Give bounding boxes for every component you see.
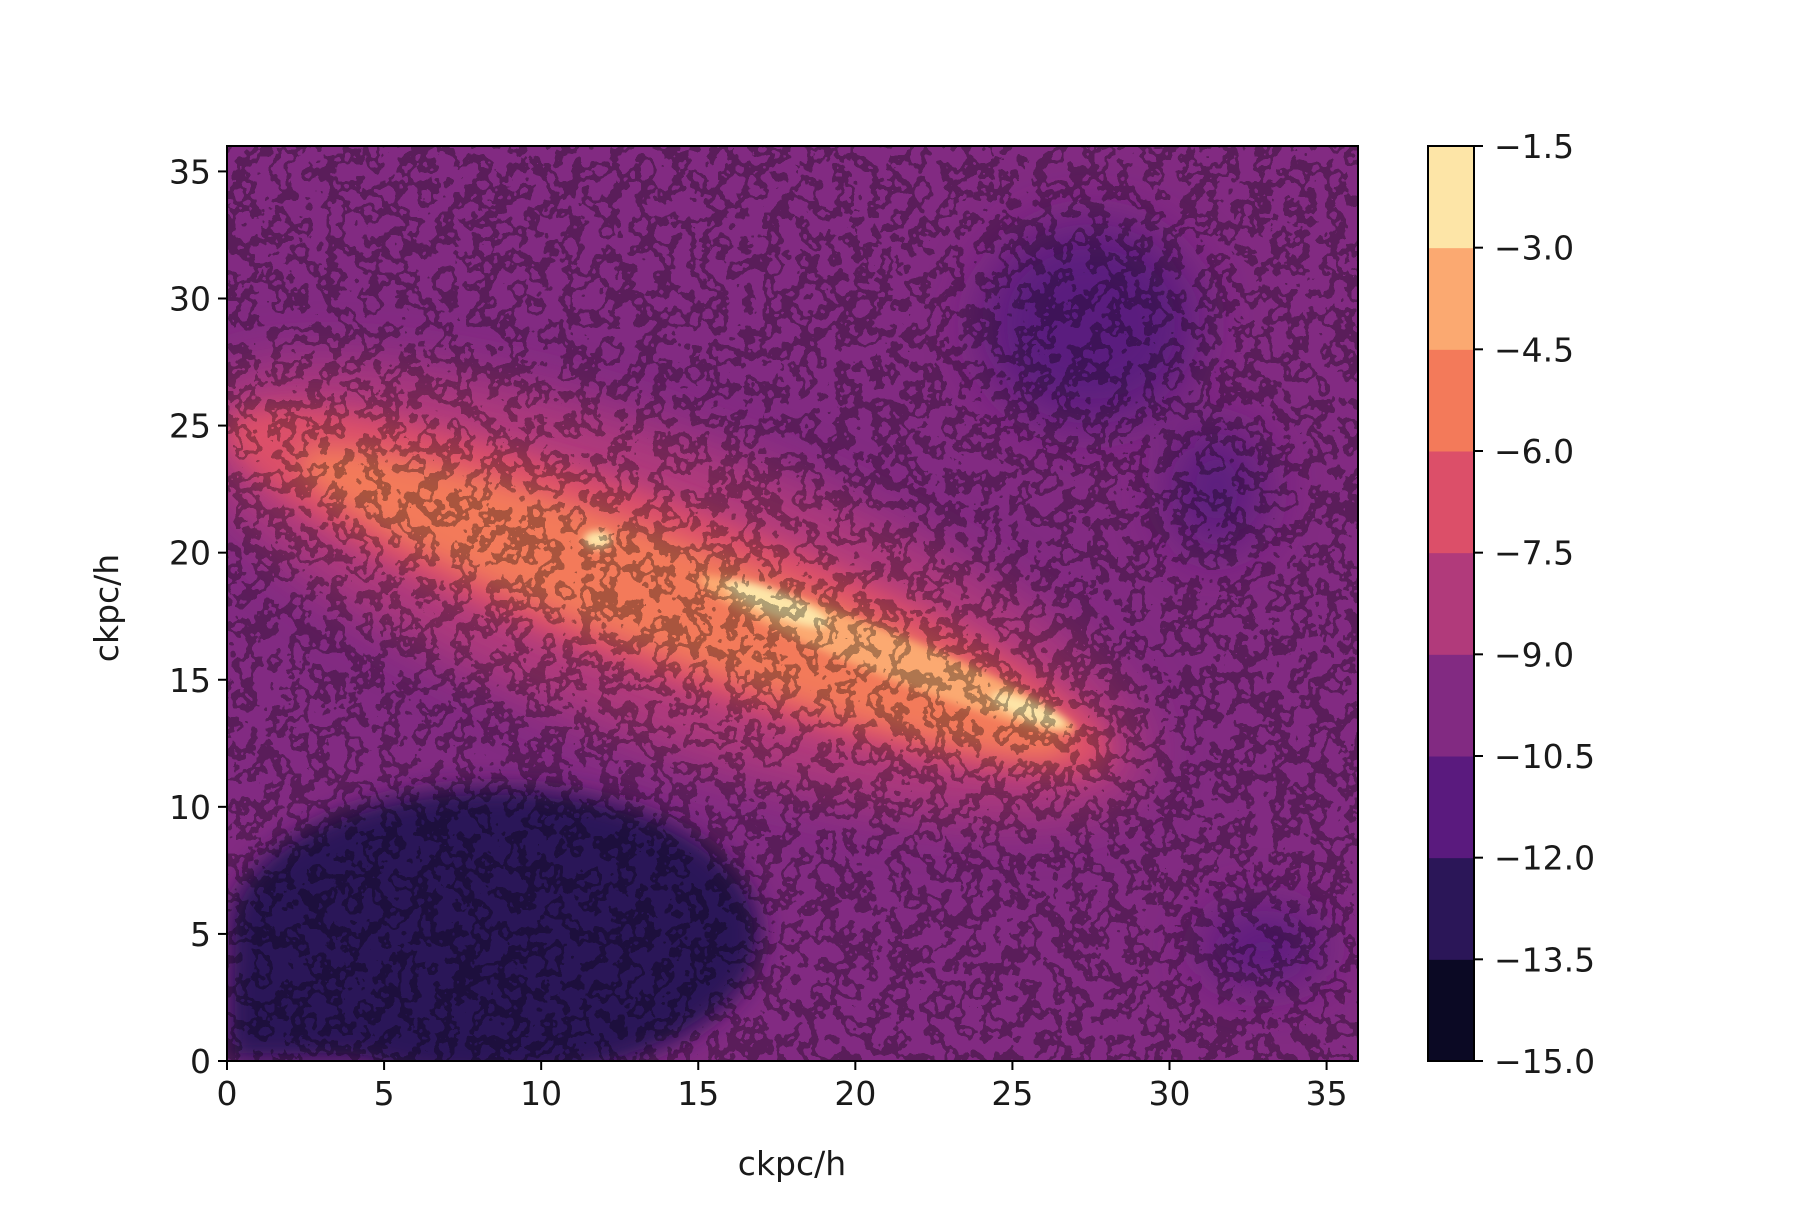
y-axis-label: ckpc/h — [87, 554, 126, 662]
colorbar: −15.0 −13.5 −12.0 −10.5 −9.0 −7.5 −6.0 −4.5 −3.0… — [1427, 127, 1595, 1081]
x-tick-label: 35 — [1306, 1074, 1348, 1113]
x-tick-label: 15 — [677, 1074, 719, 1113]
x-tick-label: 5 — [374, 1074, 395, 1113]
colorbar-segment — [1428, 959, 1474, 1062]
colorbar-tick-label: −6.0 — [1494, 432, 1574, 471]
x-tick-label: 0 — [217, 1074, 238, 1113]
field-texture — [227, 146, 1358, 1061]
y-tick-label: 5 — [190, 915, 211, 954]
y-tick-label: 15 — [169, 661, 211, 700]
colorbar-segment — [1428, 247, 1474, 350]
colorbar-tick-label: −1.5 — [1494, 127, 1574, 166]
colorbar-frame — [1427, 145, 1475, 1062]
colorbar-tick-label: −12.0 — [1494, 839, 1595, 878]
colorbar-tick-label: −4.5 — [1494, 330, 1574, 369]
colorbar-tick-label: −15.0 — [1494, 1042, 1595, 1081]
x-axis: 0 5 10 15 20 25 30 35 — [217, 1061, 1348, 1113]
y-tick-label: 30 — [169, 280, 211, 319]
colorbar-tick-label: −13.5 — [1494, 940, 1595, 979]
y-tick-label: 35 — [169, 152, 211, 191]
colorbar-segment — [1428, 654, 1474, 757]
colorbar-tick-label: −3.0 — [1494, 229, 1574, 268]
colorbar-segment — [1428, 146, 1474, 249]
y-tick-label: 0 — [190, 1042, 211, 1081]
x-tick-label: 20 — [834, 1074, 876, 1113]
colorbar-tick-label: −9.0 — [1494, 635, 1574, 674]
colorbar-segment — [1428, 451, 1474, 554]
plot-frame — [226, 145, 1359, 1062]
y-tick-label: 25 — [169, 407, 211, 446]
colorbar-tick-label: −10.5 — [1494, 737, 1595, 776]
y-tick-label: 20 — [169, 534, 211, 573]
x-tick-label: 30 — [1149, 1074, 1191, 1113]
colorbar-segment — [1428, 756, 1474, 859]
colorbar-tick-label: −7.5 — [1494, 534, 1574, 573]
colorbar-segment — [1428, 349, 1474, 452]
x-tick-label: 25 — [991, 1074, 1033, 1113]
x-axis-label: ckpc/h — [738, 1144, 846, 1183]
y-axis: 0 5 10 15 20 25 30 35 — [169, 152, 227, 1081]
y-tick-label: 10 — [169, 788, 211, 827]
texture-dark — [227, 146, 1358, 1061]
colorbar-segment — [1428, 552, 1474, 655]
colorbar-segment — [1428, 857, 1474, 960]
x-tick-label: 10 — [520, 1074, 562, 1113]
